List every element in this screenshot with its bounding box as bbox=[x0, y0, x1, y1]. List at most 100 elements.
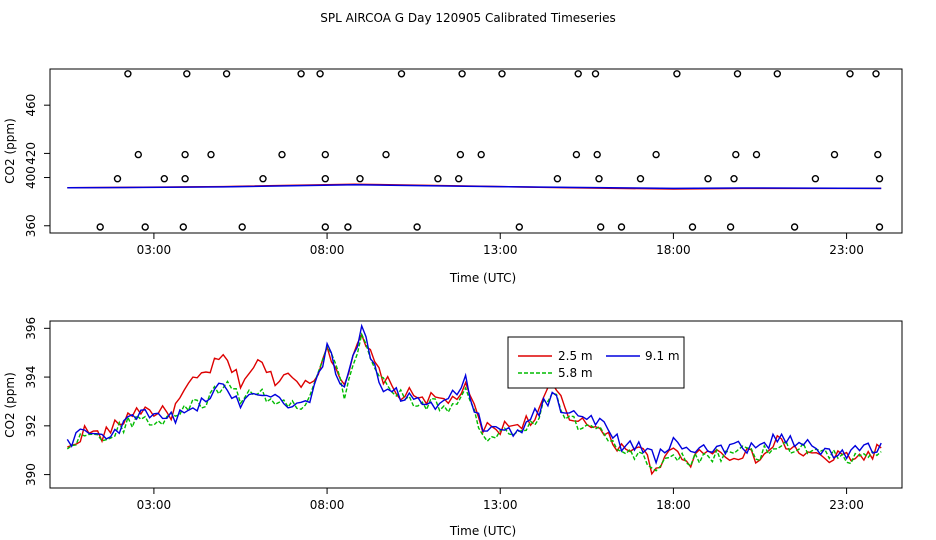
calibration-point bbox=[134, 150, 143, 159]
bottom-x-tick-label: 13:00 bbox=[483, 498, 518, 512]
calibration-points bbox=[96, 70, 884, 231]
bottom-series-lines bbox=[66, 323, 882, 476]
top-y-axis-label: CO2 (ppm) bbox=[3, 118, 17, 184]
calibration-point bbox=[321, 174, 329, 183]
calibration-point bbox=[456, 150, 465, 159]
calibration-point bbox=[515, 223, 523, 231]
calibration-point bbox=[636, 174, 645, 183]
top-x-tick-label: 03:00 bbox=[137, 243, 172, 257]
calibration-point bbox=[593, 150, 601, 159]
legend-box bbox=[507, 336, 685, 389]
bottom-x-tick-label: 03:00 bbox=[137, 498, 172, 512]
top-y-tick-label: 420 bbox=[24, 142, 38, 165]
calibration-point bbox=[181, 150, 189, 159]
bottom-y-axis-label: CO2 (ppm) bbox=[3, 372, 17, 438]
figure-title: SPL AIRCOA G Day 120905 Calibrated Times… bbox=[320, 11, 615, 25]
legend-label-9-1m: 9.1 m bbox=[645, 349, 680, 363]
calibration-point bbox=[688, 223, 697, 231]
top-x-axis-label: Time (UTC) bbox=[449, 271, 516, 285]
calibration-point bbox=[591, 70, 600, 78]
calibration-point bbox=[382, 150, 390, 159]
bottom-x-tick-label: 23:00 bbox=[829, 498, 864, 512]
calibration-point bbox=[733, 70, 742, 78]
bottom-panel: 03:00 08:00 13:00 18:00 23:00 390 392 394 396 T… bbox=[3, 317, 903, 538]
calibration-point bbox=[846, 70, 854, 78]
calibration-point bbox=[413, 223, 421, 231]
calibration-point bbox=[458, 70, 466, 78]
calibration-point bbox=[124, 70, 132, 78]
calibration-point bbox=[113, 174, 122, 183]
calibration-point bbox=[160, 174, 169, 183]
calibration-point bbox=[207, 150, 215, 159]
legend: 2.5 m 9.1 m 5.8 m bbox=[507, 336, 685, 389]
bottom-series-s91 bbox=[66, 323, 882, 465]
top-x-tick-label: 18:00 bbox=[656, 243, 691, 257]
top-x-tick-label: 23:00 bbox=[829, 243, 864, 257]
calibration-point bbox=[673, 70, 681, 78]
top-x-ticks: 03:00 08:00 13:00 18:00 23:00 bbox=[137, 233, 864, 257]
calibration-point bbox=[498, 70, 506, 78]
calibration-point bbox=[830, 150, 839, 159]
calibration-point bbox=[572, 150, 581, 159]
calibration-point bbox=[617, 223, 626, 231]
calibration-point bbox=[141, 223, 149, 231]
top-plot-frame bbox=[49, 68, 903, 234]
calibration-point bbox=[875, 174, 884, 183]
bottom-series-s58 bbox=[66, 332, 882, 472]
calibration-point bbox=[278, 150, 286, 159]
calibration-point bbox=[773, 70, 781, 78]
top-x-tick-label: 08:00 bbox=[310, 243, 345, 257]
calibration-point bbox=[872, 70, 880, 78]
calibration-point bbox=[321, 223, 329, 231]
bottom-plot-frame bbox=[49, 320, 903, 489]
legend-label-5-8m: 5.8 m bbox=[558, 366, 593, 380]
bottom-y-tick-label: 392 bbox=[24, 414, 38, 437]
calibration-point bbox=[344, 223, 352, 231]
top-series-1 bbox=[67, 184, 882, 190]
calibration-point bbox=[434, 174, 442, 183]
calibration-point bbox=[179, 223, 188, 231]
calibration-point bbox=[356, 174, 364, 183]
bottom-y-tick-label: 396 bbox=[24, 317, 38, 340]
calibration-point bbox=[477, 150, 485, 159]
bottom-y-tick-label: 390 bbox=[24, 463, 38, 486]
calibration-point bbox=[455, 174, 463, 183]
calibration-point bbox=[704, 174, 712, 183]
bottom-x-tick-label: 18:00 bbox=[656, 498, 691, 512]
calibration-point bbox=[181, 174, 189, 183]
calibration-point bbox=[316, 70, 324, 78]
bottom-x-ticks: 03:00 08:00 13:00 18:00 23:00 bbox=[137, 488, 864, 512]
calibration-point bbox=[595, 174, 603, 183]
top-x-tick-label: 13:00 bbox=[483, 243, 518, 257]
top-y-tick-label: 400 bbox=[24, 166, 38, 189]
calibration-point bbox=[652, 150, 660, 159]
calibration-point bbox=[790, 223, 799, 231]
legend-label-2-5m: 2.5 m bbox=[558, 349, 593, 363]
calibration-point bbox=[875, 223, 884, 231]
calibration-point bbox=[238, 223, 246, 231]
top-y-tick-label: 460 bbox=[24, 94, 38, 117]
calibration-point bbox=[726, 223, 735, 231]
calibration-point bbox=[732, 150, 740, 159]
calibration-point bbox=[597, 223, 605, 231]
calibration-point bbox=[321, 150, 329, 159]
calibration-point bbox=[183, 70, 191, 78]
calibration-point bbox=[874, 150, 882, 159]
calibration-point bbox=[96, 223, 104, 231]
calibration-point bbox=[553, 174, 562, 183]
bottom-y-tick-label: 394 bbox=[24, 366, 38, 389]
calibration-point bbox=[730, 174, 738, 183]
bottom-x-tick-label: 08:00 bbox=[310, 498, 345, 512]
calibration-point bbox=[397, 70, 406, 78]
calibration-point bbox=[811, 174, 820, 183]
calibration-point bbox=[574, 70, 582, 78]
bottom-y-ticks: 390 392 394 396 bbox=[24, 317, 50, 486]
calibration-point bbox=[259, 174, 267, 183]
calibration-point bbox=[297, 70, 305, 78]
calibration-point bbox=[222, 70, 231, 78]
bottom-series-s25 bbox=[67, 332, 882, 476]
top-y-tick-label: 360 bbox=[24, 214, 38, 237]
